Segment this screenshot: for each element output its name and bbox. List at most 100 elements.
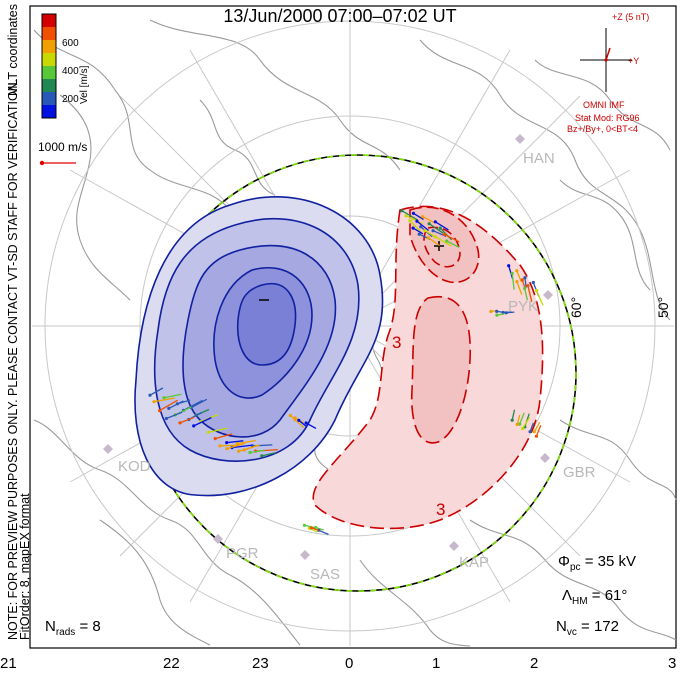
mlt-hour-3: 3 [668, 655, 677, 672]
velocity-vector [428, 223, 444, 234]
velocity-vector [511, 409, 516, 421]
velocity-vector-origin [521, 426, 525, 431]
station-label-kap: KAP [459, 554, 490, 571]
station-label-kod: KOD [118, 458, 151, 475]
imf-condition: Bz+/By+, 0<BT<4 [567, 124, 639, 134]
velocity-vector-origin [419, 225, 423, 229]
velocity-vector [304, 524, 316, 529]
velocity-vector [523, 288, 529, 301]
velocity-vector-origin [411, 226, 415, 230]
coordinates-note: MLT coordinates [6, 4, 20, 96]
velocity-colorbar [41, 13, 57, 119]
velocity-vector-origin [526, 284, 530, 288]
velocity-vector-origin [293, 418, 297, 422]
velocity-vector-origin [148, 393, 152, 397]
colorbar-tick-200: 200 [62, 94, 79, 105]
velocity-vector [524, 277, 527, 288]
velocity-vector [416, 220, 430, 232]
velocity-vector [298, 419, 308, 428]
velocity-vector-origin [411, 211, 415, 215]
negative-potential-cell [134, 196, 384, 497]
velocity-vector-origin [417, 232, 421, 236]
colorbar-block [42, 27, 56, 40]
velocity-vector [190, 398, 208, 409]
velocity-vector-origin [515, 422, 519, 427]
velocity-vector-origin [528, 430, 532, 434]
colorbar-block [42, 14, 56, 27]
velocity-vector-origin [495, 313, 499, 317]
velocity-vector-origin [421, 215, 425, 219]
velocity-vector-origin [408, 219, 412, 223]
velocity-vector-origin [510, 418, 514, 422]
velocity-vector [444, 233, 460, 243]
velocity-vector-origin [515, 280, 519, 284]
velocity-vector-origin [178, 421, 182, 425]
velocity-vector-origin [192, 424, 196, 428]
velocity-vector [412, 227, 424, 235]
velocity-vector [522, 416, 531, 429]
stat-nvc: Nvc = 172 [556, 618, 619, 638]
colorbar-tick-600: 600 [62, 38, 79, 49]
velocity-vector-origin [304, 421, 308, 425]
velocity-vectors [148, 209, 544, 535]
velocity-vector [405, 215, 423, 225]
mlt-hour-1: 1 [432, 655, 441, 672]
velocity-vector [231, 444, 253, 449]
velocity-vector-origin [404, 214, 408, 218]
velocity-vector [226, 442, 246, 450]
velocity-vector-origin [225, 447, 229, 451]
velocity-vector-origin [510, 271, 514, 275]
velocity-vector-origin [442, 232, 447, 237]
colorbar-block [42, 53, 56, 66]
velocity-vector [401, 210, 419, 221]
velocity-vector [249, 449, 265, 454]
velocity-vector [511, 273, 515, 290]
velocity-vector [159, 399, 179, 412]
colorbar-block [42, 92, 56, 105]
stat-nrads: Nrads = 8 [45, 618, 101, 638]
velocity-vector-origin [158, 409, 162, 413]
stat-phi-pc: Φpc = 35 kV [558, 553, 636, 573]
velocity-vector [446, 240, 460, 248]
velocity-vector-origin [531, 280, 535, 285]
velocity-vector-origin [501, 310, 505, 315]
velocity-vector-origin [520, 278, 524, 282]
stat-lambda-hm: ΛHM = 61° [562, 587, 628, 607]
imf-source: OMNI IMF [583, 100, 625, 110]
velocity-vector [516, 270, 523, 283]
velocity-vector [219, 444, 237, 447]
velocity-vector-origin [206, 430, 210, 434]
velocity-vector-origin [162, 396, 166, 400]
positive-contour-value-lower: 3 [436, 500, 446, 519]
station-label-han: HAN [523, 150, 555, 167]
velocity-vector-origin [523, 286, 527, 290]
station-markers [103, 134, 553, 560]
velocity-vector-origin [433, 220, 437, 224]
velocity-vector-origin [433, 235, 437, 239]
velocity-vector-origin [248, 450, 252, 455]
positive-potential-cell [312, 205, 544, 530]
velocity-vector-origin [518, 422, 522, 426]
velocity-vector [179, 416, 195, 424]
velocity-vector [413, 212, 424, 220]
velocity-vector-origin [167, 406, 171, 410]
velocity-vector-origin [495, 309, 499, 313]
velocity-vector-origin [431, 229, 435, 233]
station-label-pyk: PYK [508, 298, 539, 315]
vector-scale-label: 1000 m/s [38, 140, 88, 154]
velocity-vector [527, 285, 533, 302]
velocity-vector-origin [489, 309, 493, 314]
colorbar-block [42, 79, 56, 92]
velocity-vector [208, 427, 228, 433]
velocity-vector-origin [297, 418, 301, 422]
velocity-vector [215, 433, 233, 440]
mlt-hour-23: 23 [252, 655, 269, 672]
velocity-vector-origin [532, 430, 536, 434]
station-label-sas: SAS [310, 566, 341, 583]
imf-by-label: +Y [628, 56, 640, 66]
velocity-vector [434, 221, 449, 231]
velocity-vector [168, 400, 184, 409]
velocity-vector-origin [415, 219, 419, 223]
mlt-hour-2: 2 [530, 655, 539, 672]
